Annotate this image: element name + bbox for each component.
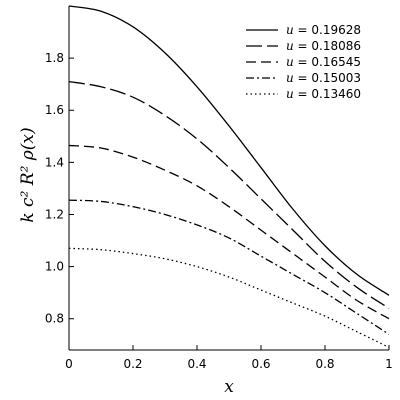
y-tick-label: 0.8	[45, 312, 64, 326]
legend-variable: u	[286, 87, 294, 101]
y-axis-title: k c² R² ρ(x)	[18, 127, 38, 222]
x-tick-label: 0	[65, 357, 73, 371]
y-tick-label: 1.2	[45, 207, 64, 221]
legend-value: = 0.15003	[294, 71, 361, 85]
series-line-1	[68, 5, 390, 296]
x-tick-label: 0.8	[315, 357, 334, 371]
y-tick-label: 1.6	[45, 103, 64, 117]
series-line-3	[68, 144, 390, 320]
legend-entry-1: u = 0.19628	[286, 23, 361, 37]
x-tick-label: 1	[385, 357, 393, 371]
legend-entry-2: u = 0.18086	[286, 39, 361, 53]
legend-variable: u	[286, 71, 294, 85]
x-axis-title: x	[224, 377, 234, 397]
x-tick-label: 0.4	[187, 357, 206, 371]
y-tick-label: 1.0	[45, 260, 64, 274]
y-tick-label: 1.8	[45, 51, 64, 65]
x-tick-label: 0.6	[251, 357, 270, 371]
axes: 0 0.2 0.4 0.6 0.8 1 0.8 1.0 1.2 1.4 1.6 1.8	[45, 6, 393, 371]
legend-value: = 0.13460	[294, 87, 361, 101]
y-tick-label: 1.4	[45, 155, 64, 169]
legend-value: = 0.19628	[294, 23, 361, 37]
series-line-4	[68, 199, 390, 335]
legend-value: = 0.18086	[294, 39, 361, 53]
legend-entry-4: u = 0.15003	[286, 71, 361, 85]
plot-area	[68, 5, 390, 348]
legend-variable: u	[286, 39, 294, 53]
legend-variable: u	[286, 55, 294, 69]
x-tick-label: 0.2	[123, 357, 142, 371]
legend-entry-5: u = 0.13460	[286, 87, 361, 101]
series-line-5	[68, 247, 390, 348]
legend-variable: u	[286, 23, 294, 37]
legend-entry-3: u = 0.16545	[286, 55, 361, 69]
series-line-2	[68, 80, 390, 309]
legend-value: = 0.16545	[294, 55, 361, 69]
